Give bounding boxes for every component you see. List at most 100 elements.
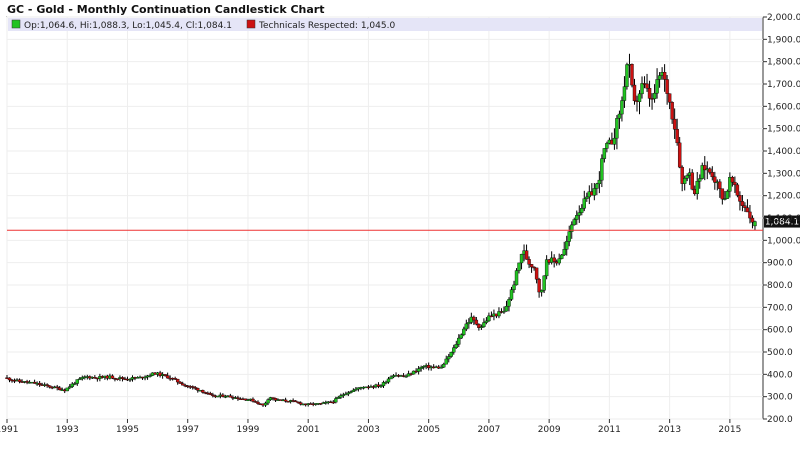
candle-body — [585, 196, 589, 199]
candle-body — [384, 381, 388, 384]
candle-body — [419, 367, 423, 369]
candle-body — [404, 375, 408, 378]
y-tick-label: 500.0 — [767, 348, 793, 358]
candle-body — [319, 403, 323, 405]
candle-body — [442, 363, 446, 368]
candle-body — [645, 83, 649, 89]
x-tick-label: 2009 — [538, 425, 561, 435]
candle-body — [73, 383, 77, 385]
x-tick-label: 2011 — [598, 425, 621, 435]
candle-body — [632, 84, 637, 102]
candle-body — [657, 75, 662, 80]
candle-body — [647, 88, 652, 99]
candle-body — [406, 373, 411, 377]
candle-body — [459, 334, 464, 339]
candle-body — [514, 270, 519, 286]
candle-body — [582, 198, 586, 209]
candle-body — [753, 221, 757, 227]
candle-body — [562, 249, 566, 256]
candle-body — [597, 179, 602, 185]
candle-body — [47, 385, 52, 388]
candle-body — [228, 395, 233, 398]
x-tick-label: 1999 — [237, 425, 260, 435]
y-tick-label: 600.0 — [767, 326, 793, 336]
candle-body — [517, 262, 521, 271]
candle-body — [570, 224, 574, 232]
candle-body — [640, 83, 644, 95]
candle-body — [630, 64, 634, 86]
x-tick-label: 1991 — [0, 425, 18, 435]
candle-body — [637, 93, 642, 102]
candle-body — [718, 181, 722, 189]
candle-body — [695, 180, 699, 195]
y-tick-label: 1,100.0 — [767, 214, 800, 224]
chart-title: GC - Gold - Monthly Continuation Candles… — [7, 3, 325, 16]
candle-body — [615, 118, 619, 139]
candle-body — [243, 398, 248, 401]
candle-body — [80, 377, 84, 380]
y-tick-label: 1,900.0 — [767, 35, 800, 45]
candle-body — [349, 391, 353, 393]
candle-body — [421, 366, 426, 368]
candle-body — [70, 383, 74, 387]
candle-body — [489, 315, 494, 318]
candle-body — [223, 396, 228, 398]
candle-body — [58, 387, 62, 391]
candle-body — [341, 394, 346, 396]
legend-background — [8, 18, 762, 31]
candle-body — [45, 384, 49, 386]
candle-body — [426, 365, 431, 369]
candle-body — [685, 175, 689, 179]
candle-body — [703, 165, 707, 171]
candle-body — [519, 253, 524, 264]
candle-body — [283, 399, 288, 402]
last-price-label: 1,084.1 — [765, 218, 799, 228]
candle-body — [690, 172, 694, 190]
candle-body — [17, 379, 22, 382]
candle-body — [527, 259, 531, 265]
x-tick-label: 1993 — [56, 425, 79, 435]
candle-body — [577, 212, 581, 216]
candle-body — [110, 375, 115, 379]
candle-body — [389, 376, 393, 380]
y-tick-label: 300.0 — [767, 393, 793, 403]
candle-body — [115, 378, 120, 380]
candle-body — [560, 254, 564, 259]
candle-body — [620, 100, 624, 115]
y-tick-label: 800.0 — [767, 281, 793, 291]
candle-body — [680, 166, 684, 184]
candle-body — [738, 195, 742, 202]
candle-body — [336, 397, 341, 399]
candle-body — [575, 215, 579, 220]
candle-body — [454, 344, 458, 348]
candle-body — [529, 264, 534, 268]
candle-body — [221, 394, 225, 397]
candle-body — [745, 207, 750, 213]
candle-body — [612, 137, 617, 145]
candle-body — [379, 385, 383, 388]
candle-body — [266, 399, 270, 404]
candle-body — [173, 378, 177, 380]
candle-body — [236, 397, 240, 399]
x-tick-label: 2015 — [718, 425, 741, 435]
axes: 200.0 300.0 400.0 500.0 600.0 700.0 800.0 900.0… — [0, 13, 800, 435]
candle-body — [479, 326, 484, 328]
candle-body — [723, 198, 727, 200]
candle-body — [449, 352, 453, 357]
candle-body — [334, 398, 338, 403]
y-tick-label: 700.0 — [767, 303, 793, 313]
candle-body — [750, 217, 755, 223]
candle-body — [675, 129, 679, 144]
candle-body — [600, 158, 604, 181]
candle-body — [148, 375, 152, 377]
candle-body — [655, 79, 659, 94]
candle-body — [180, 383, 185, 386]
candle-body — [346, 392, 351, 395]
candle-body — [708, 168, 712, 173]
candle-body — [567, 231, 571, 242]
candle-body — [748, 211, 752, 219]
candle-body — [331, 401, 335, 404]
candle-body — [605, 143, 609, 149]
candle-body — [728, 177, 732, 192]
